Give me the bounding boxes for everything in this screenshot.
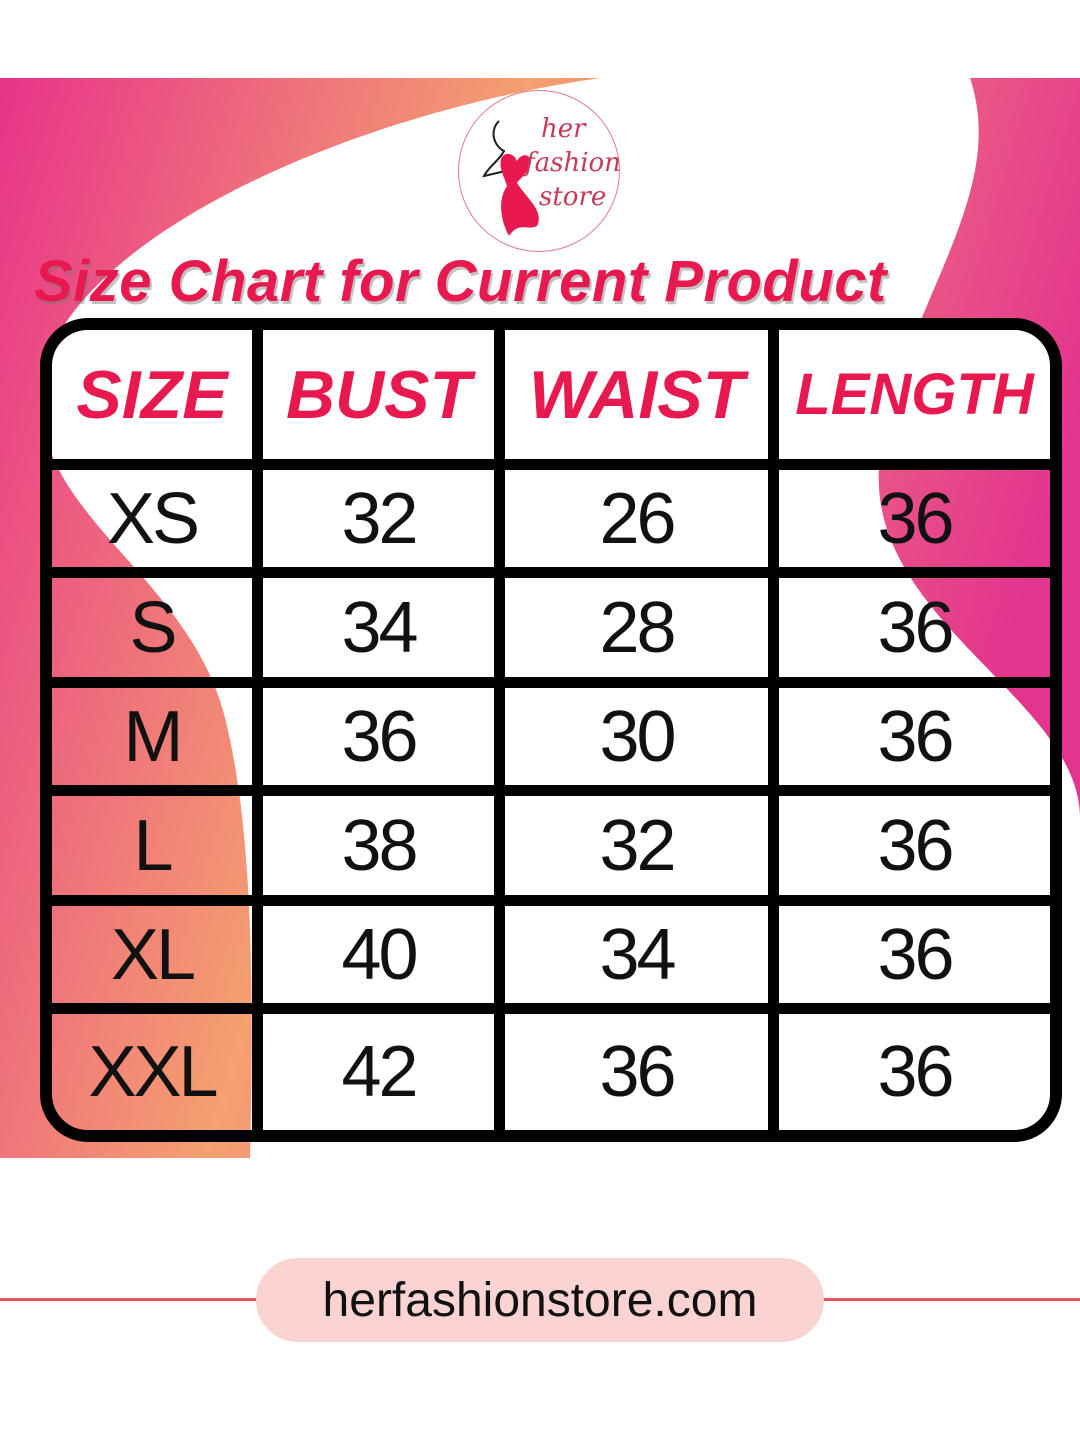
cell-length: 36	[877, 805, 954, 886]
column-divider	[768, 330, 779, 1130]
column-divider	[252, 330, 263, 1130]
row-divider	[52, 459, 1050, 470]
row-divider	[52, 567, 1050, 578]
cell-size: XXL	[88, 1032, 218, 1112]
brand-logo: her fashion store	[458, 90, 621, 252]
cell-waist: 32	[599, 805, 676, 886]
header-bust: BUST	[263, 330, 494, 459]
cell-waist: 36	[599, 1032, 676, 1112]
row-divider	[52, 1003, 1050, 1014]
row-divider	[52, 677, 1050, 688]
cell-bust: 42	[341, 1032, 418, 1112]
cell-size: L	[133, 805, 173, 886]
cell-length: 36	[877, 478, 954, 559]
cell-length: 36	[877, 696, 954, 777]
cell-bust: 38	[341, 805, 418, 886]
header-size: SIZE	[76, 356, 228, 433]
website-link[interactable]: herfashionstore.com	[256, 1258, 824, 1342]
cell-length: 36	[877, 1032, 954, 1112]
row-divider	[52, 895, 1050, 906]
cell-waist: 30	[599, 696, 676, 777]
row-divider	[52, 785, 1050, 796]
cell-length: 36	[877, 914, 954, 995]
divider	[824, 1298, 1080, 1301]
cell-bust: 40	[341, 914, 418, 995]
cell-waist: 28	[599, 587, 676, 668]
dress-figure-icon	[482, 120, 539, 236]
divider	[0, 1298, 256, 1301]
cell-size: S	[129, 587, 177, 668]
header-waist: WAIST	[505, 330, 768, 459]
size-chart-table: SIZE BUST WAIST LENGTH XS 32 26 36 S 34 28 36 M 36 30 3…	[40, 318, 1062, 1142]
cell-size: XL	[110, 914, 196, 995]
cell-bust: 34	[341, 587, 418, 668]
cell-waist: 26	[599, 478, 676, 559]
cell-bust: 32	[341, 478, 418, 559]
cell-bust: 36	[341, 696, 418, 777]
header-length: LENGTH	[779, 330, 1050, 459]
cell-size: XS	[106, 478, 200, 559]
cell-waist: 34	[599, 914, 676, 995]
column-divider	[494, 330, 505, 1130]
page-title: Size Chart for Current Product	[34, 249, 887, 314]
cell-length: 36	[877, 587, 954, 668]
cell-size: M	[123, 696, 184, 777]
